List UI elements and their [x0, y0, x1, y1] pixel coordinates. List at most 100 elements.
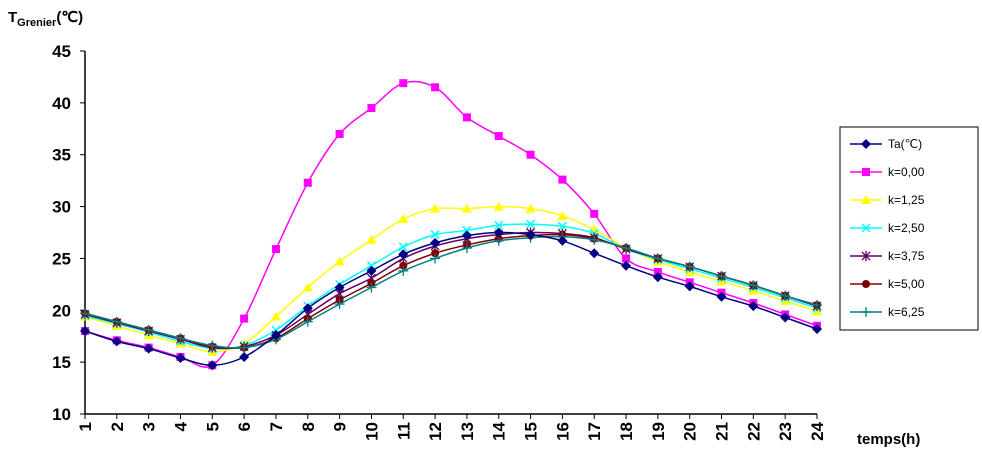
data-point: [558, 175, 567, 184]
data-point: [812, 300, 822, 311]
data-point: [335, 129, 344, 138]
data-point: [525, 203, 536, 213]
x-tick-label: 22: [744, 422, 763, 441]
data-point: [431, 249, 440, 258]
data-point: [270, 311, 281, 321]
series-line: [84, 223, 818, 350]
x-tick-label: 23: [776, 422, 795, 441]
legend-swatch-marker: [862, 280, 870, 288]
data-point: [780, 290, 791, 301]
data-point: [207, 340, 218, 351]
data-point: [493, 227, 504, 238]
data-point: [271, 245, 280, 254]
data-point: [461, 203, 472, 213]
legend-item: k=0,00: [850, 165, 925, 179]
data-point: [716, 291, 727, 302]
data-point: [398, 214, 409, 224]
data-point: [461, 243, 472, 254]
data-point: [525, 229, 536, 240]
data-point: [748, 301, 759, 312]
data-point: [461, 230, 472, 241]
legend-swatch-marker: [861, 251, 871, 261]
data-point: [590, 209, 599, 218]
data-point: [334, 282, 345, 293]
data-point: [780, 312, 791, 323]
x-tick-label: 10: [362, 422, 381, 441]
data-point: [367, 104, 376, 113]
data-point: [526, 219, 536, 229]
y-tick-label: 20: [52, 301, 71, 320]
data-point: [366, 282, 377, 293]
legend-item: k=1,25: [850, 193, 925, 207]
series-5: [80, 227, 822, 353]
data-point: [366, 265, 377, 276]
data-point: [334, 299, 345, 310]
data-point: [430, 237, 441, 248]
data-point: [270, 330, 281, 341]
legend-item: Ta(℃): [850, 137, 922, 151]
data-point: [240, 314, 249, 323]
x-tick-label: 21: [713, 422, 732, 441]
legend-label: k=3,75: [888, 249, 925, 263]
y-axis-label-unit: (℃): [56, 9, 84, 26]
x-tick-label: 24: [808, 421, 827, 440]
data-point: [398, 265, 409, 276]
data-point: [366, 261, 376, 271]
legend-label: k=5,00: [888, 277, 925, 291]
data-point: [398, 242, 408, 252]
legend-swatch-marker: [861, 195, 871, 204]
y-tick-label: 10: [52, 405, 71, 424]
data-point: [239, 351, 250, 362]
series-line: [84, 205, 818, 353]
data-point: [80, 326, 90, 337]
data-point: [462, 225, 472, 235]
series-line: [84, 231, 818, 350]
legend-swatch-marker: [861, 223, 871, 233]
x-tick-label: 16: [553, 422, 572, 441]
legend-swatch-marker: [861, 307, 871, 317]
data-point: [494, 220, 504, 230]
x-tick-label: 1: [76, 422, 95, 431]
legend-item: k=3,75: [850, 249, 925, 263]
x-tick-label: 2: [108, 422, 127, 431]
series-line: [84, 80, 818, 368]
data-point: [80, 308, 90, 319]
data-point: [334, 256, 345, 266]
data-point: [399, 79, 408, 88]
data-point: [111, 336, 122, 347]
series-3: [80, 201, 822, 356]
legend-swatch-marker: [861, 139, 871, 149]
data-point: [399, 261, 408, 270]
data-point: [557, 235, 568, 246]
data-point: [493, 201, 504, 211]
x-axis-label: temps(h): [857, 431, 921, 448]
legend-label: k=1,25: [888, 193, 925, 207]
data-point: [462, 113, 471, 122]
x-tick-label: 13: [458, 422, 477, 441]
series-2: [81, 79, 821, 370]
legend-label: k=6,25: [888, 305, 925, 319]
data-point: [366, 234, 377, 244]
x-tick-label: 14: [490, 421, 509, 440]
data-point: [589, 248, 600, 259]
data-point: [239, 342, 250, 353]
x-tick-label: 4: [171, 421, 190, 431]
y-tick-label: 25: [52, 249, 71, 268]
x-tick-label: 6: [235, 422, 254, 431]
legend-label: k=0,00: [888, 165, 925, 179]
data-point: [621, 260, 632, 271]
series-1: [80, 227, 822, 371]
data-point: [716, 271, 727, 282]
x-tick-label: 9: [331, 422, 350, 431]
x-tick-label: 19: [649, 422, 668, 441]
data-point: [302, 282, 313, 292]
data-point: [557, 221, 567, 231]
series-4: [80, 219, 822, 354]
data-point: [302, 316, 313, 327]
y-axis-label: TGrenier(℃): [8, 8, 83, 29]
data-point: [398, 249, 409, 260]
y-axis-label-sub: Grenier: [17, 17, 57, 29]
x-tick-label: 20: [681, 422, 700, 441]
legend-label: Ta(℃): [888, 137, 922, 151]
data-point: [430, 230, 440, 240]
